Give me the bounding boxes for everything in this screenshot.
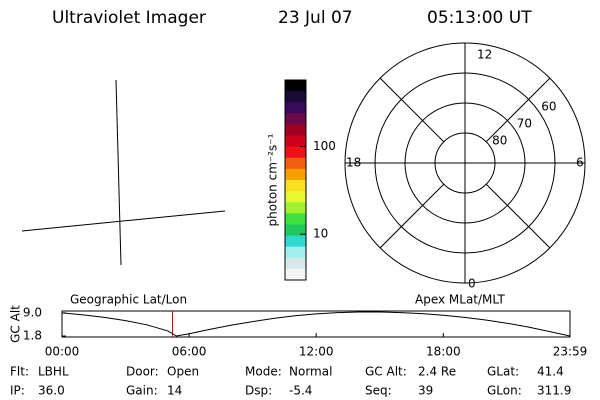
info-label: Dsp: [245,384,272,398]
lat-ring [434,132,496,194]
y-axis-label: GC Alt [9,305,23,343]
info-value: Open [167,365,199,379]
info-label: Flt: [10,365,29,379]
clock-label: 6 [576,156,584,170]
plot-title-left: Geographic Lat/Lon [70,293,187,307]
y-tick-label: 9.0 [23,305,42,319]
clock-label: 18 [346,156,361,170]
info-label: Gain: [126,384,158,398]
info-label: GLon: [487,384,522,398]
info-value: 41.4 [537,365,564,379]
clock-label: 12 [477,48,492,62]
axis-line [379,77,445,143]
colorbar-cell [285,168,306,181]
info-label: Door: [126,365,159,379]
colorbar-cell [285,102,306,114]
plot-title-right: Apex MLat/MLT [415,293,505,307]
axis-line [379,183,445,249]
x-tick-label: 23:59 [553,345,588,359]
info-value: 2.4 Re [418,365,456,379]
lat-ring [404,102,526,224]
colorbar-cell [285,202,306,214]
info-label: GC Alt: [365,365,407,379]
info-label: GLat: [487,365,519,379]
x-tick-label: 12:00 [299,345,334,359]
altitude-line [61,311,571,337]
colorbar-frame [284,79,307,281]
colorbar-tick-label: 100 [313,139,336,153]
lat-ring [374,72,556,254]
colorbar-cell [285,80,306,92]
lat-line [21,210,226,232]
x-tick-label: 00:00 [45,345,80,359]
colorbar-cell [285,124,306,137]
info-value: 36.0 [38,384,65,398]
colorbar-cell [285,224,306,237]
colorbar-tick-label: 10 [313,227,328,241]
info-value: 14 [167,384,182,398]
x-tick-label: 06:00 [172,345,207,359]
lat-label: 60 [541,99,556,113]
date: 23 Jul 07 [278,8,353,28]
clock-label: 0 [468,277,476,291]
axis-line [485,77,551,143]
colorbar-cell [285,235,306,248]
colorbar-cell [285,113,306,125]
colorbar-cell [285,91,306,103]
info-value: LBHL [38,365,69,379]
colorbar-cell [285,268,306,281]
info-label: Mode: [245,365,282,379]
info-value: Normal [289,365,332,379]
colorbar-label: photon cm⁻²s⁻¹ [266,133,280,226]
info-label: Seq: [365,384,392,398]
colorbar-cell [285,257,306,270]
info-label: IP: [10,384,25,398]
time: 05:13:00 UT [427,8,532,28]
axis-line [485,183,551,249]
y-tick-label: 1.8 [23,329,42,343]
title: Ultraviolet Imager [52,8,206,28]
colorbar-cell [285,157,306,170]
info-value: 39 [418,384,433,398]
colorbar-cell [285,135,306,148]
x-tick-label: 18:00 [426,345,461,359]
colorbar-cell [285,213,306,225]
info-value: -5.4 [289,384,312,398]
lat-label: 80 [492,134,507,148]
colorbar-cell [285,180,306,192]
lon-line [115,79,122,266]
colorbar-cell [285,246,306,259]
polar-grid [344,42,586,284]
colorbar-cell [285,191,306,203]
info-value: 311.9 [537,384,571,398]
lat-label: 70 [517,116,532,130]
colorbar-cell [285,146,306,159]
